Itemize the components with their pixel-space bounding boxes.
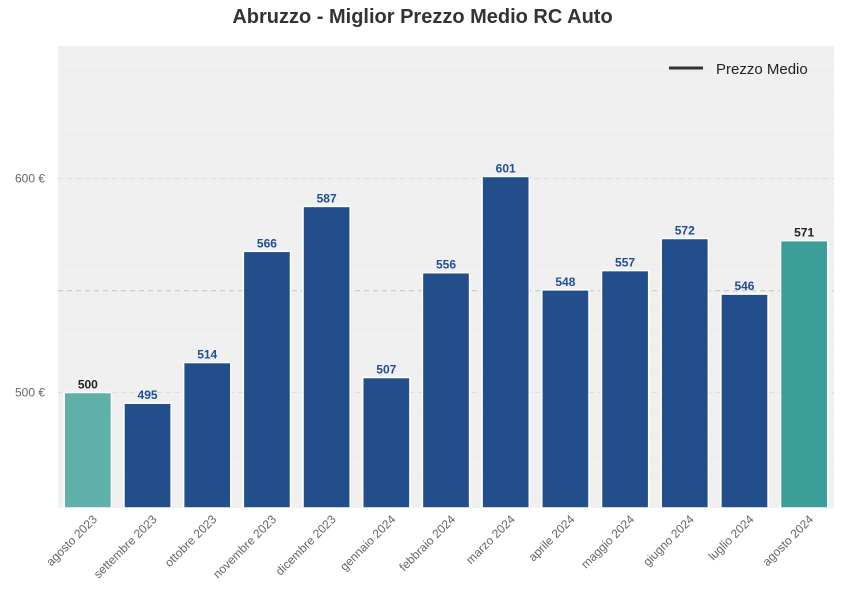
bar (720, 293, 769, 509)
value-labels: 500 495 514 566 587 507 556 601 548 557 572 546 571 (78, 161, 815, 402)
bar (779, 239, 829, 509)
bar (660, 237, 710, 509)
legend-label: Prezzo Medio (716, 61, 808, 78)
bar (123, 402, 172, 509)
y-tick-label: 600 € (15, 172, 45, 186)
bar (481, 175, 531, 509)
bar (63, 391, 113, 509)
x-tick-label: aprile 2024 (526, 512, 578, 564)
legend: Prezzo Medio (669, 61, 808, 78)
x-tick-label: novembre 2023 (210, 512, 279, 581)
bar-value-label: 546 (734, 279, 754, 293)
bar (242, 250, 292, 509)
bar (182, 361, 232, 509)
bar-value-label: 514 (197, 348, 217, 362)
bar-value-label: 566 (257, 236, 277, 250)
x-tick-label: febbraio 2024 (396, 512, 458, 574)
bar-value-label: 548 (555, 275, 575, 289)
x-tick-label: agosto 2024 (760, 512, 817, 569)
x-tick-label: giugno 2024 (640, 512, 697, 569)
bars (63, 175, 829, 509)
x-tick-label: agosto 2023 (43, 512, 100, 569)
chart-title: Abruzzo - Miglior Prezzo Medio RC Auto (232, 6, 613, 28)
x-tick-label: ottobre 2023 (162, 512, 220, 570)
bar (302, 205, 351, 509)
x-tick-label: settembre 2023 (91, 512, 160, 581)
bar (421, 271, 471, 509)
bar-value-label: 507 (376, 363, 396, 377)
bar-value-label: 500 (78, 378, 98, 392)
bar-value-label: 495 (138, 388, 158, 402)
y-tick-label: 500 € (15, 386, 45, 400)
x-tick-label: marzo 2024 (463, 512, 518, 567)
bar-value-label: 601 (496, 161, 516, 175)
bar (361, 376, 411, 509)
bar-value-label: 556 (436, 258, 456, 272)
x-tick-label: gennaio 2024 (337, 512, 399, 574)
x-tick-label: dicembre 2023 (273, 512, 339, 578)
x-tick-label: maggio 2024 (578, 512, 637, 571)
bar-value-label: 587 (317, 191, 337, 205)
bar (541, 289, 590, 509)
x-tick-label: luglio 2024 (706, 512, 757, 563)
y-axis-ticks: 500 € 600 € (15, 172, 45, 400)
bar-value-label: 571 (794, 226, 814, 240)
bar (600, 269, 650, 509)
bar-value-label: 557 (615, 256, 635, 270)
bar-value-label: 572 (675, 224, 695, 238)
